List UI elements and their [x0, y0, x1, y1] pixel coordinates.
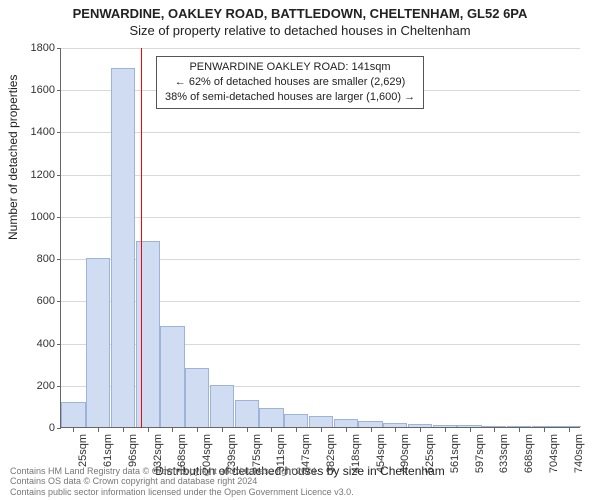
histogram-bar [482, 426, 506, 427]
histogram-bar [86, 258, 110, 427]
histogram-bar [433, 425, 457, 427]
ytick-mark [57, 48, 61, 49]
footer-attribution: Contains HM Land Registry data © Crown c… [10, 466, 354, 498]
gridline [61, 217, 580, 218]
ytick-label: 400 [15, 338, 55, 350]
xtick-mark [470, 428, 471, 432]
plot-area: 02004006008001000120014001600180025sqm61… [60, 48, 580, 428]
histogram-bar [358, 421, 382, 427]
gridline [61, 175, 580, 176]
histogram-bar [284, 414, 308, 427]
xtick-label: 25sqm [77, 434, 89, 467]
xtick-mark [73, 428, 74, 432]
histogram-bar [556, 426, 580, 427]
ytick-label: 800 [15, 253, 55, 265]
xtick-mark [321, 428, 322, 432]
chart-area: 02004006008001000120014001600180025sqm61… [60, 48, 580, 428]
xtick-mark [148, 428, 149, 432]
ytick-label: 1800 [15, 42, 55, 54]
xtick-label: 61sqm [102, 434, 114, 467]
xtick-mark [420, 428, 421, 432]
annotation-line: PENWARDINE OAKLEY ROAD: 141sqm [165, 60, 415, 75]
ytick-label: 1400 [15, 126, 55, 138]
xtick-mark [172, 428, 173, 432]
xtick-mark [222, 428, 223, 432]
gridline [61, 132, 580, 133]
histogram-bar [309, 416, 333, 427]
xtick-mark [197, 428, 198, 432]
ytick-mark [57, 175, 61, 176]
xtick-mark [544, 428, 545, 432]
ytick-mark [57, 386, 61, 387]
reference-line [141, 48, 142, 428]
histogram-bar [136, 241, 160, 427]
xtick-mark [271, 428, 272, 432]
histogram-bar [334, 419, 358, 427]
gridline [61, 48, 580, 49]
histogram-bar [160, 326, 184, 427]
ytick-mark [57, 217, 61, 218]
xtick-mark [371, 428, 372, 432]
ytick-mark [57, 259, 61, 260]
histogram-bar [259, 408, 283, 427]
ytick-label: 1200 [15, 169, 55, 181]
ytick-label: 0 [15, 422, 55, 434]
xtick-mark [247, 428, 248, 432]
histogram-bar [457, 425, 481, 427]
histogram-bar [532, 426, 556, 427]
xtick-mark [445, 428, 446, 432]
footer-line: Contains OS data © Crown copyright and d… [10, 476, 354, 487]
xtick-mark [519, 428, 520, 432]
xtick-mark [98, 428, 99, 432]
histogram-bar [111, 68, 135, 427]
footer-line: Contains HM Land Registry data © Crown c… [10, 466, 354, 477]
histogram-bar [210, 385, 234, 427]
ytick-mark [57, 132, 61, 133]
chart-title-sub: Size of property relative to detached ho… [0, 21, 600, 38]
footer-line: Contains public sector information licen… [10, 487, 354, 498]
ytick-mark [57, 344, 61, 345]
ytick-mark [57, 90, 61, 91]
xtick-mark [296, 428, 297, 432]
ytick-label: 200 [15, 380, 55, 392]
chart-title-main: PENWARDINE, OAKLEY ROAD, BATTLEDOWN, CHE… [0, 0, 600, 21]
histogram-bar [507, 426, 531, 427]
annotation-line: ← 62% of detached houses are smaller (2,… [165, 75, 415, 90]
annotation-box: PENWARDINE OAKLEY ROAD: 141sqm← 62% of d… [156, 56, 424, 109]
xtick-label: 96sqm [127, 434, 139, 467]
xtick-mark [123, 428, 124, 432]
histogram-bar [61, 402, 85, 427]
xtick-mark [346, 428, 347, 432]
xtick-mark [569, 428, 570, 432]
xtick-mark [494, 428, 495, 432]
ytick-label: 1000 [15, 211, 55, 223]
ytick-mark [57, 428, 61, 429]
histogram-bar [408, 424, 432, 427]
histogram-bar [185, 368, 209, 427]
ytick-mark [57, 301, 61, 302]
ytick-label: 600 [15, 295, 55, 307]
ytick-label: 1600 [15, 84, 55, 96]
xtick-mark [395, 428, 396, 432]
annotation-line: 38% of semi-detached houses are larger (… [165, 90, 415, 105]
histogram-bar [383, 423, 407, 427]
histogram-bar [235, 400, 259, 427]
